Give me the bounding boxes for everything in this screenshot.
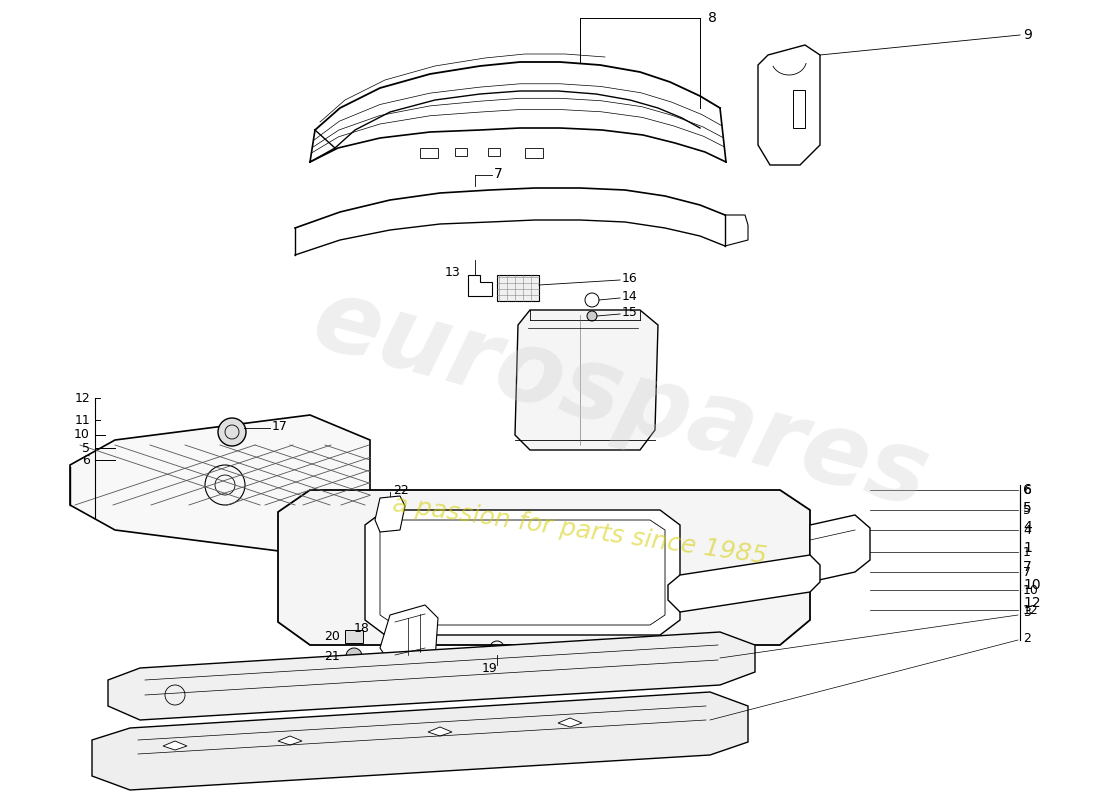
Text: 2: 2 — [1023, 631, 1031, 645]
Polygon shape — [163, 741, 187, 750]
Bar — [420, 148, 438, 158]
Text: 12: 12 — [1023, 596, 1041, 610]
Text: 10: 10 — [74, 429, 90, 442]
Polygon shape — [428, 727, 452, 736]
Text: a passion for parts since 1985: a passion for parts since 1985 — [392, 492, 769, 568]
Text: 13: 13 — [444, 266, 460, 278]
Text: 4: 4 — [1023, 523, 1031, 537]
Text: 6: 6 — [82, 454, 90, 466]
Text: 22: 22 — [393, 483, 409, 497]
Text: 7: 7 — [494, 167, 503, 181]
Polygon shape — [758, 45, 820, 165]
Text: 1: 1 — [1023, 546, 1031, 558]
Text: 9: 9 — [1023, 28, 1032, 42]
Polygon shape — [379, 605, 438, 668]
Text: 18: 18 — [354, 622, 370, 634]
Bar — [525, 148, 543, 158]
Polygon shape — [558, 718, 582, 727]
Text: 5: 5 — [1023, 501, 1032, 515]
Bar — [488, 148, 501, 156]
Text: 19: 19 — [482, 662, 498, 674]
Text: 21: 21 — [324, 650, 340, 662]
Bar — [793, 90, 805, 128]
Text: 15: 15 — [621, 306, 638, 319]
Polygon shape — [278, 736, 303, 745]
Bar — [455, 148, 468, 156]
Text: 4: 4 — [1023, 520, 1032, 534]
Bar — [345, 630, 363, 643]
Bar — [497, 275, 539, 301]
Circle shape — [218, 418, 246, 446]
Text: 6: 6 — [1023, 483, 1031, 497]
Text: 14: 14 — [621, 290, 638, 303]
Text: 10: 10 — [1023, 583, 1038, 597]
Text: 12: 12 — [1023, 603, 1038, 617]
Polygon shape — [108, 632, 755, 720]
Circle shape — [587, 311, 597, 321]
Polygon shape — [70, 415, 370, 555]
Text: 5: 5 — [82, 442, 90, 454]
Circle shape — [346, 648, 362, 664]
Polygon shape — [92, 692, 748, 790]
Text: 7: 7 — [1023, 566, 1031, 578]
Text: 20: 20 — [324, 630, 340, 643]
Polygon shape — [668, 555, 820, 612]
Polygon shape — [515, 310, 658, 450]
Polygon shape — [278, 490, 810, 645]
Polygon shape — [468, 275, 492, 296]
Text: 16: 16 — [621, 271, 638, 285]
Text: 11: 11 — [75, 414, 90, 426]
Polygon shape — [365, 510, 680, 635]
Text: 3: 3 — [1023, 606, 1031, 619]
Text: eurospares: eurospares — [301, 271, 938, 529]
Text: 17: 17 — [272, 421, 288, 434]
Text: 12: 12 — [75, 391, 90, 405]
Text: 7: 7 — [1023, 560, 1032, 574]
Polygon shape — [375, 496, 405, 532]
Text: 6: 6 — [1023, 483, 1032, 497]
Text: 10: 10 — [1023, 578, 1041, 592]
Text: 5: 5 — [1023, 503, 1031, 517]
Polygon shape — [379, 520, 666, 625]
Text: 8: 8 — [708, 11, 717, 25]
Polygon shape — [810, 515, 870, 582]
Text: 1: 1 — [1023, 541, 1032, 555]
